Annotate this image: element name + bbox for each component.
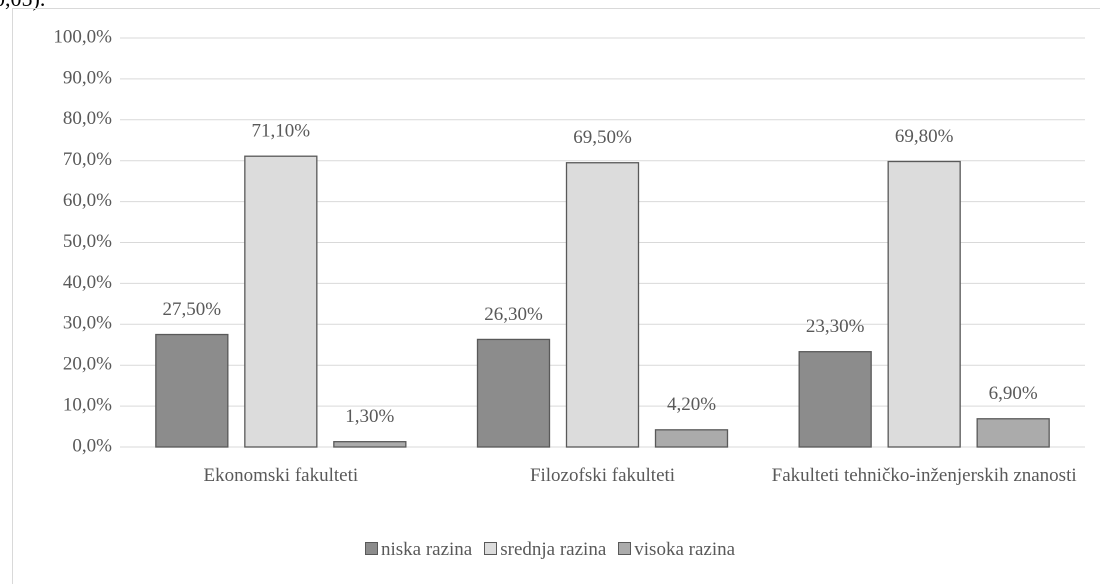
legend-swatch xyxy=(364,542,378,555)
y-tick-label: 100,0% xyxy=(53,26,112,47)
bar xyxy=(476,338,551,448)
bar xyxy=(976,418,1050,448)
legend-swatch xyxy=(618,542,632,555)
value-label: 1,30% xyxy=(345,406,394,427)
y-tick-label: 60,0% xyxy=(63,190,112,211)
chart-border xyxy=(12,8,1100,584)
bar xyxy=(244,155,318,448)
value-label: 69,80% xyxy=(895,126,954,147)
bar xyxy=(333,441,407,448)
legend-item: niska razina xyxy=(364,539,473,560)
value-label: 23,30% xyxy=(806,316,865,337)
legend-swatch xyxy=(484,542,498,555)
bar xyxy=(887,160,961,448)
value-label: 71,10% xyxy=(252,121,311,142)
bar xyxy=(155,333,229,448)
bar xyxy=(798,351,872,448)
annotation: 0,05). xyxy=(0,0,45,12)
legend-label: niska razina xyxy=(380,539,473,560)
legend-item: visoka razina xyxy=(618,539,735,560)
y-tick-label: 70,0% xyxy=(63,149,112,170)
y-tick-label: 10,0% xyxy=(63,394,112,415)
x-tick-label: Ekonomski fakulteti xyxy=(203,465,359,486)
bar xyxy=(565,162,640,448)
value-label: 4,20% xyxy=(667,394,716,415)
y-tick-label: 80,0% xyxy=(63,108,112,129)
y-tick-label: 40,0% xyxy=(63,272,112,293)
x-tick-label: Fakulteti tehničko-inženjerskih znanosti xyxy=(771,465,1077,486)
y-tick-label: 0,0% xyxy=(72,435,112,456)
legend-item: srednja razina xyxy=(484,539,606,560)
legend-label: srednja razina xyxy=(500,539,607,560)
bar xyxy=(654,429,729,448)
legend-label: visoka razina xyxy=(634,539,736,560)
x-tick-label: Filozofski fakulteti xyxy=(529,465,676,486)
value-label: 26,30% xyxy=(484,304,543,325)
y-tick-label: 90,0% xyxy=(63,67,112,88)
y-tick-label: 30,0% xyxy=(63,313,112,334)
value-label: 69,50% xyxy=(573,127,632,148)
value-label: 27,50% xyxy=(163,299,222,320)
y-tick-label: 20,0% xyxy=(63,354,112,375)
legend: niska razina srednja razina visoka razina xyxy=(0,539,1100,561)
value-label: 6,90% xyxy=(989,383,1038,404)
y-tick-label: 50,0% xyxy=(63,231,112,252)
